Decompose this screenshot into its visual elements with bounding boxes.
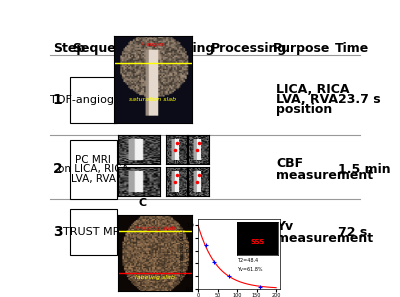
Text: B: B — [138, 135, 147, 145]
Text: 4 angles: 4 angles — [141, 42, 165, 47]
FancyBboxPatch shape — [70, 140, 117, 199]
Text: Step: Step — [53, 42, 85, 55]
Text: LVA, RVA: LVA, RVA — [71, 174, 116, 184]
Text: C: C — [138, 198, 146, 208]
Text: Purpose: Purpose — [273, 42, 330, 55]
Text: Sequence: Sequence — [72, 42, 140, 55]
Text: Yv=61.8%: Yv=61.8% — [237, 266, 263, 271]
Text: 1.5 min: 1.5 min — [338, 163, 391, 176]
Text: position: position — [276, 103, 332, 116]
Text: Positioning: Positioning — [137, 42, 215, 55]
Text: T2=48.4: T2=48.4 — [237, 258, 258, 263]
Text: saturation slab: saturation slab — [130, 97, 176, 102]
Text: Yv: Yv — [276, 220, 294, 233]
Text: TRUST MRI: TRUST MRI — [63, 227, 124, 237]
Text: measurement: measurement — [276, 169, 374, 182]
FancyBboxPatch shape — [70, 77, 117, 123]
Text: 23.7 s: 23.7 s — [338, 93, 381, 106]
Text: 3: 3 — [53, 225, 62, 239]
FancyBboxPatch shape — [70, 209, 117, 255]
Text: CBF: CBF — [276, 157, 304, 170]
Text: LICA, RICA: LICA, RICA — [276, 83, 350, 96]
Text: 2: 2 — [53, 162, 63, 176]
Text: Time: Time — [335, 42, 370, 55]
Text: LVA, RVA: LVA, RVA — [276, 93, 338, 106]
Text: TOF-angiogram: TOF-angiogram — [50, 95, 136, 105]
Text: A: A — [138, 59, 147, 69]
Text: imaging slab: imaging slab — [135, 226, 175, 231]
Text: Processing: Processing — [211, 42, 288, 55]
Text: measurement: measurement — [276, 232, 374, 244]
Text: 1: 1 — [53, 93, 63, 107]
Text: labeling slab: labeling slab — [135, 275, 175, 280]
Y-axis label: Signal intensity (a.u.): Signal intensity (a.u.) — [180, 228, 185, 280]
Text: PC MRI: PC MRI — [76, 155, 111, 165]
Text: 72 s: 72 s — [338, 226, 368, 239]
Text: on LICA, RICA: on LICA, RICA — [58, 165, 129, 174]
